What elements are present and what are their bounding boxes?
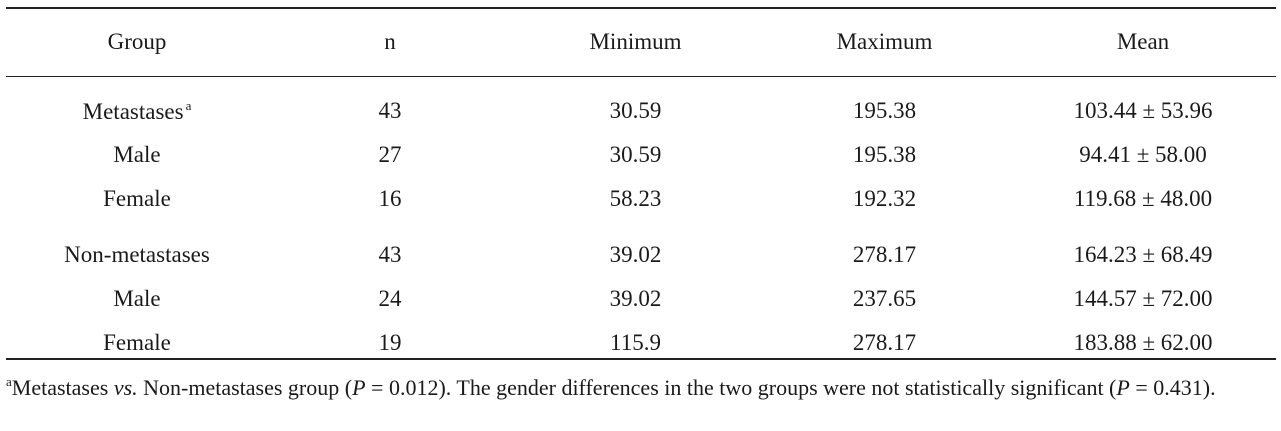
table-header-row: Group n Minimum Maximum Mean — [6, 9, 1276, 75]
cell-mean: 119.68 ± 48.00 — [1073, 186, 1213, 211]
cell-n: 43 — [378, 98, 402, 123]
table-row: Female 16 58.23 192.32 119.68 ± 48.00 — [6, 177, 1276, 221]
table-bottom-rule — [6, 358, 1276, 360]
cell-minimum: 58.23 — [609, 186, 662, 211]
table-row: Male 27 30.59 195.38 94.41 ± 58.00 — [6, 133, 1276, 177]
cell-mean: 144.57 ± 72.00 — [1073, 286, 1213, 311]
cell-minimum: 115.9 — [610, 330, 661, 355]
cell-minimum: 30.59 — [609, 98, 662, 123]
footnote-marker: a — [6, 374, 12, 389]
cell-n: 27 — [378, 142, 402, 167]
cell-maximum: 278.17 — [852, 330, 917, 355]
table-footnote: aMetastases vs. Non-metastases group (P … — [6, 374, 1216, 400]
table-row: Metastases a 43 30.59 195.38 103.44 ± 53.… — [6, 89, 1276, 133]
footnote-marker: a — [185, 97, 192, 113]
cell-group: Metastases a — [82, 97, 192, 124]
table-top-rule — [6, 7, 1276, 9]
cell-mean: 183.88 ± 62.00 — [1073, 330, 1213, 355]
cell-maximum: 278.17 — [852, 242, 917, 267]
column-header-group: Group — [107, 29, 167, 54]
cell-n: 24 — [378, 286, 402, 311]
cell-minimum: 39.02 — [609, 242, 662, 267]
data-table: Group n Minimum Maximum Mean Metastases a… — [6, 9, 1276, 365]
table-header-rule — [6, 76, 1276, 77]
cell-n: 19 — [378, 330, 402, 355]
table-row: Non-metastases 43 39.02 278.17 164.23 ± … — [6, 233, 1276, 277]
column-header-maximum: Maximum — [836, 29, 933, 54]
cell-group: Female — [103, 330, 171, 355]
cell-mean: 103.44 ± 53.96 — [1073, 98, 1213, 123]
cell-group: Male — [113, 286, 161, 311]
cell-maximum: 195.38 — [852, 142, 917, 167]
column-header-mean: Mean — [1116, 29, 1170, 54]
column-header-minimum: Minimum — [589, 29, 682, 54]
cell-mean: 94.41 ± 58.00 — [1079, 142, 1207, 167]
cell-minimum: 39.02 — [609, 286, 662, 311]
table-row: Female 19 115.9 278.17 183.88 ± 62.00 — [6, 321, 1276, 365]
cell-maximum: 192.32 — [852, 186, 917, 211]
cell-maximum: 195.38 — [852, 98, 917, 123]
table-row: Male 24 39.02 237.65 144.57 ± 72.00 — [6, 277, 1276, 321]
cell-group: Male — [113, 142, 161, 167]
cell-group: Non-metastases — [64, 242, 210, 267]
cell-maximum: 237.65 — [852, 286, 917, 311]
cell-n: 16 — [378, 186, 402, 211]
cell-group: Female — [103, 186, 171, 211]
cell-n: 43 — [378, 242, 402, 267]
cell-minimum: 30.59 — [609, 142, 662, 167]
column-header-n: n — [384, 29, 396, 54]
cell-mean: 164.23 ± 68.49 — [1073, 242, 1213, 267]
